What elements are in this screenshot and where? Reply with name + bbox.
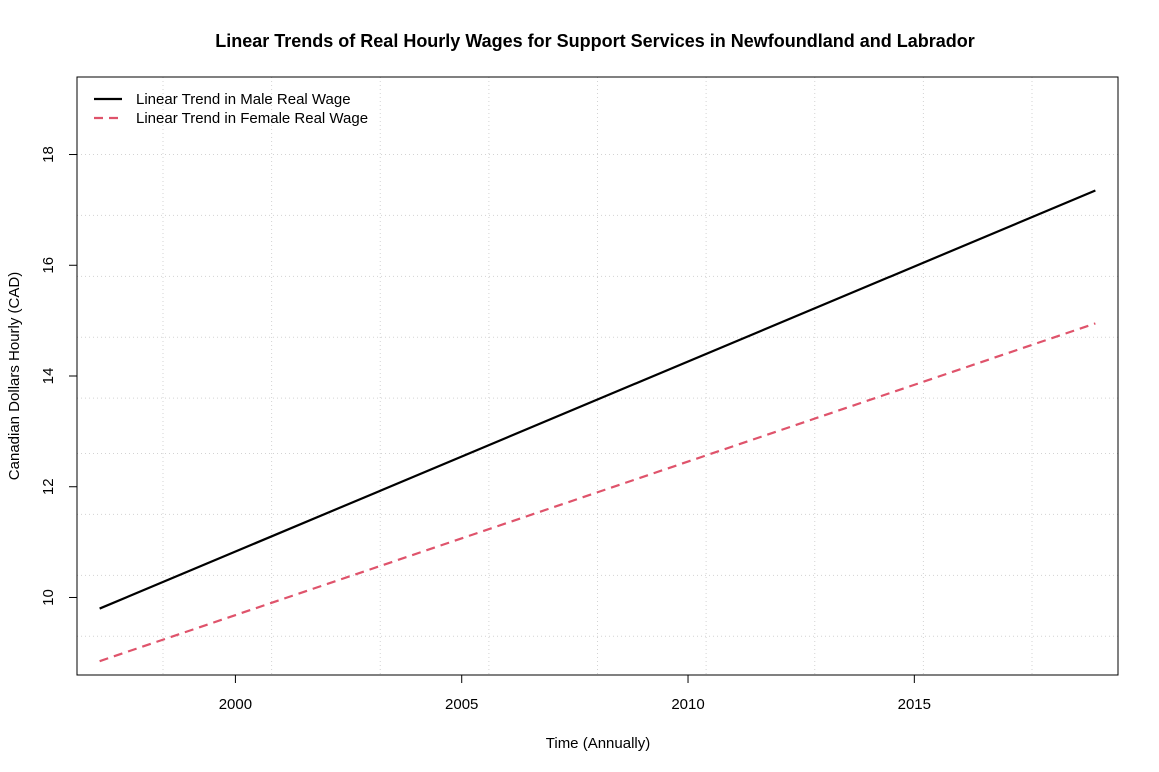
y-tick-label: 16 (40, 257, 57, 274)
series-line-female (99, 322, 1096, 663)
legend-label: Linear Trend in Female Real Wage (136, 110, 368, 127)
y-tick-label: 14 (40, 368, 57, 385)
x-tick-label: 2000 (219, 696, 252, 713)
y-axis: 10 12 14 16 18 (40, 146, 77, 606)
x-tick-label: 2010 (671, 696, 704, 713)
legend-label: Linear Trend in Male Real Wage (136, 91, 351, 108)
series-line-male (99, 189, 1096, 610)
chart-title: Linear Trends of Real Hourly Wages for S… (215, 31, 974, 51)
y-axis-label: Canadian Dollars Hourly (CAD) (6, 272, 23, 480)
y-tick-label: 10 (40, 589, 57, 606)
x-tick-label: 2015 (898, 696, 931, 713)
x-axis: 2000 2005 2010 2015 (219, 675, 931, 713)
x-axis-label: Time (Annually) (546, 735, 650, 752)
grid (77, 77, 1118, 675)
x-tick-label: 2005 (445, 696, 478, 713)
y-tick-label: 12 (40, 478, 57, 495)
legend: Linear Trend in Male Real Wage Linear Tre… (94, 91, 368, 127)
series-lines (99, 189, 1096, 663)
y-tick-label: 18 (40, 146, 57, 163)
